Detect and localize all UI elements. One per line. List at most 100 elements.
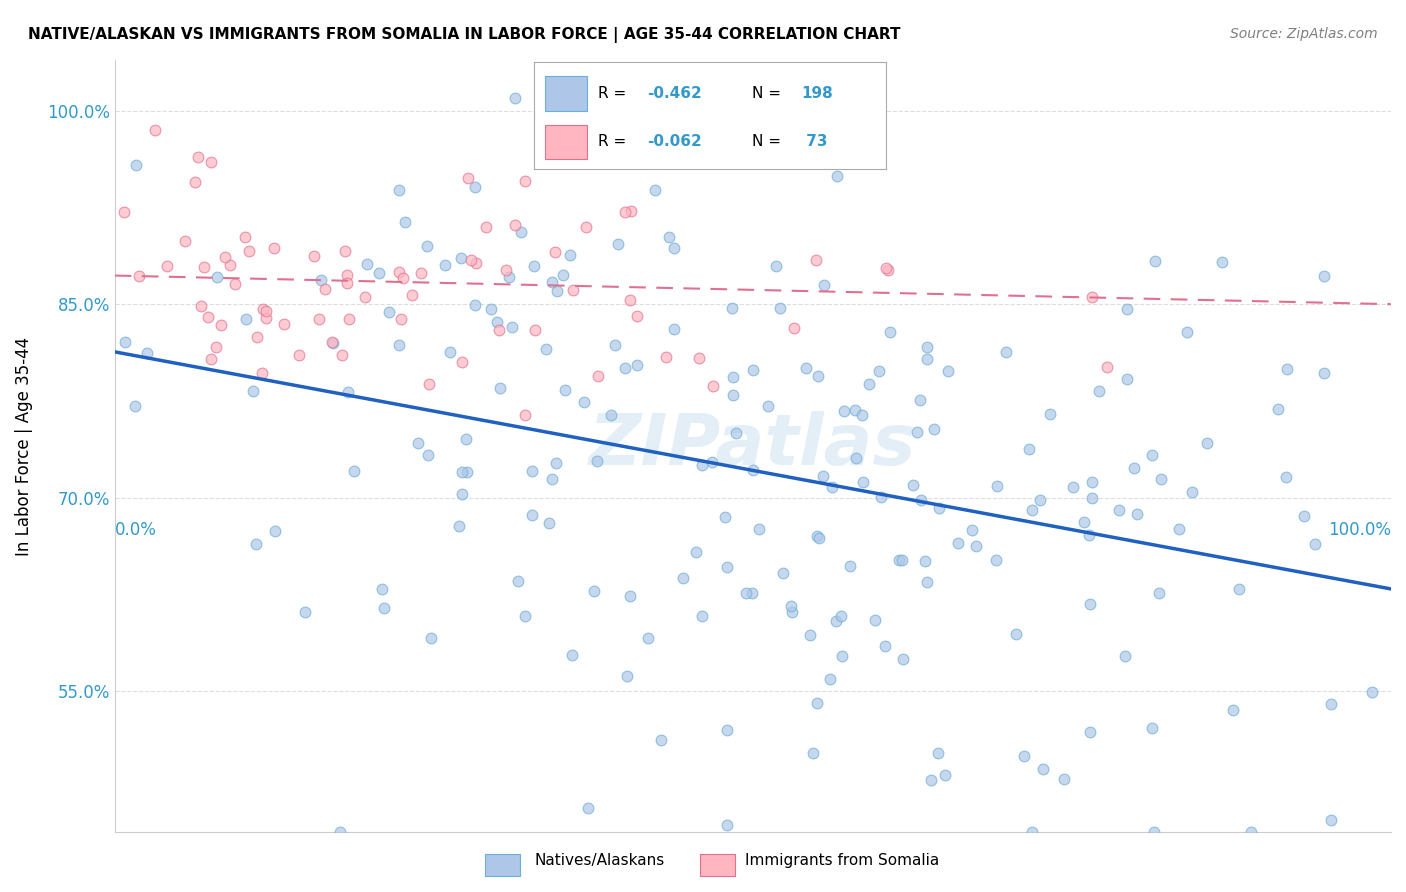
Point [703,146,725,161]
Point [1211,255,1233,269]
Point [863,614,886,628]
Point [821,480,844,494]
Point [910,493,932,508]
Point [173,234,195,248]
Point [250,367,273,381]
Point [794,360,817,375]
Point [1140,449,1163,463]
Point [495,263,517,277]
Point [336,384,359,399]
Point [114,334,136,349]
Point [922,421,945,435]
Point [1294,508,1316,523]
Point [486,315,509,329]
Point [184,175,207,189]
Point [844,402,866,417]
Point [509,225,531,239]
Point [626,358,648,372]
Point [515,408,537,422]
Point [859,130,882,145]
Point [619,589,641,603]
Point [1147,586,1170,600]
Point [905,425,928,440]
Point [655,350,678,364]
Point [936,364,959,378]
Point [409,266,432,280]
Point [416,448,439,462]
Point [503,91,526,105]
Point [1227,582,1250,596]
Text: R =: R = [598,86,631,101]
Point [547,285,569,299]
Point [418,377,440,392]
Point [1313,269,1336,284]
Text: R =: R = [598,134,631,149]
Point [554,384,576,398]
Point [1313,366,1336,380]
Point [741,585,763,599]
Point [725,426,748,441]
Point [626,310,648,324]
Point [540,275,562,289]
Point [388,183,411,197]
Point [451,355,474,369]
Point [807,369,830,384]
Point [1126,507,1149,521]
Point [920,773,942,788]
Point [544,245,567,260]
Point [927,746,949,760]
Point [1012,749,1035,764]
Point [540,472,562,486]
Point [825,169,848,184]
Point [1029,493,1052,508]
Point [128,269,150,284]
Point [765,260,787,274]
Point [914,554,936,568]
Point [503,219,526,233]
Point [287,348,309,362]
Point [464,180,486,194]
Point [544,456,567,470]
Point [1039,407,1062,421]
Point [1021,825,1043,839]
Point [1180,485,1202,500]
Point [875,639,897,653]
Point [302,249,325,263]
Point [1303,537,1326,551]
Point [143,122,166,136]
Point [515,609,537,624]
Point [1267,401,1289,416]
Point [322,336,344,351]
Point [1081,475,1104,489]
Point [741,362,763,376]
Point [464,298,486,312]
Point [263,241,285,255]
Point [501,319,523,334]
Point [389,311,412,326]
Point [650,733,672,747]
Point [125,158,148,172]
Point [314,282,336,296]
Point [465,256,488,270]
Point [451,465,474,479]
Text: 100.0%: 100.0% [1329,521,1391,539]
Point [356,257,378,271]
Point [558,248,581,262]
Point [538,516,561,530]
Point [420,631,443,645]
Point [606,237,628,252]
Point [1080,290,1102,304]
Point [644,183,666,197]
Point [714,509,737,524]
Point [908,392,931,407]
Point [1140,722,1163,736]
Point [716,560,738,574]
Text: 0.0%: 0.0% [115,521,156,539]
Point [1167,522,1189,536]
Point [456,465,478,479]
Point [928,501,950,516]
Point [454,432,477,446]
Point [772,566,794,581]
Point [193,260,215,274]
Point [1150,472,1173,486]
